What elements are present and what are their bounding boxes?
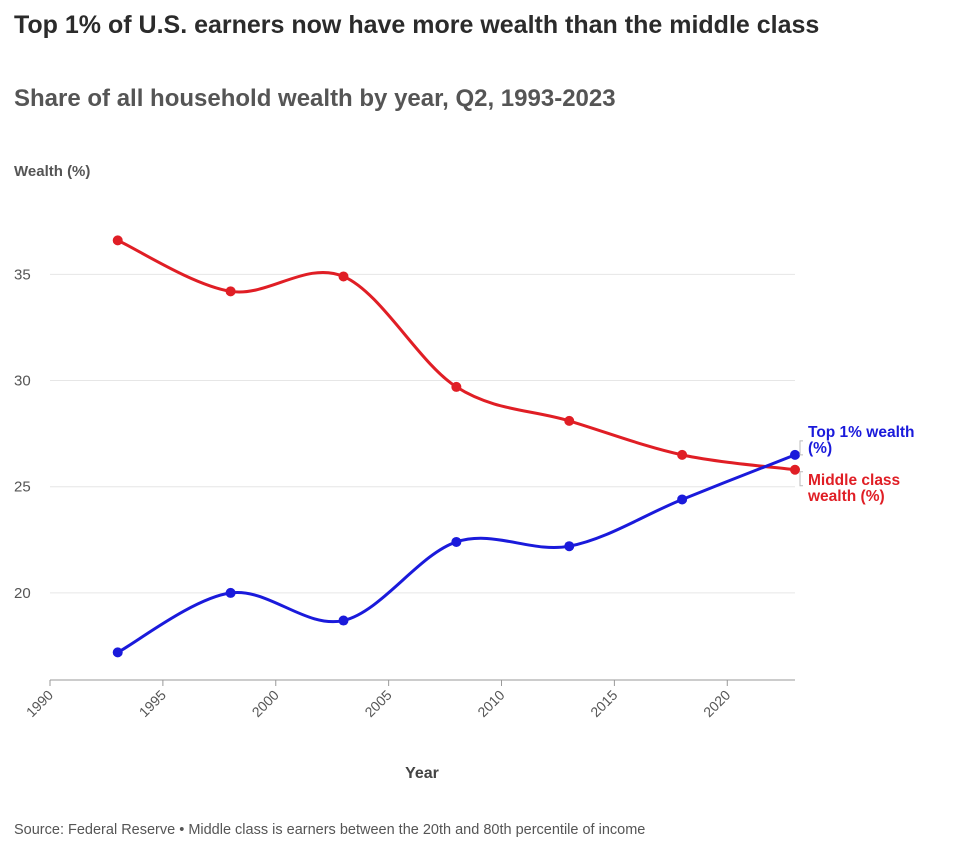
series-middle-class-point <box>677 449 688 460</box>
x-tick-label: 2020 <box>700 687 733 720</box>
y-tick-label: 20 <box>14 585 31 602</box>
series-middle-class-point <box>112 235 123 246</box>
y-tick-label: 35 <box>14 266 31 283</box>
series-middle-class-point <box>564 415 575 426</box>
x-axis-title: Year <box>405 765 439 782</box>
series-top-1-percent-point <box>790 449 800 460</box>
series-top-1-percent-line <box>116 453 797 654</box>
label-bracket-top <box>799 440 803 456</box>
series-top-1-percent-point <box>451 536 462 547</box>
series-top-1-percent-point <box>112 647 123 658</box>
series-middle-class-point <box>790 464 800 475</box>
label-bracket-middle <box>799 471 803 487</box>
x-tick-label: 2005 <box>361 687 394 720</box>
x-tick-label: 1990 <box>23 687 56 720</box>
chart-subtitle: Share of all household wealth by year, Q… <box>14 85 616 112</box>
series-middle-class-point <box>451 381 462 392</box>
series-middle-class-point <box>225 286 236 297</box>
series-top-1-percent-point <box>564 541 575 552</box>
series-top-1-percent-point <box>338 615 349 626</box>
x-tick-label: 2010 <box>474 687 507 720</box>
x-tick-label: 2015 <box>587 687 620 720</box>
y-tick-label: 25 <box>14 479 31 496</box>
y-tick-label: 30 <box>14 373 31 390</box>
series-top-1-percent-point <box>677 494 688 505</box>
series-middle-class-point <box>338 271 349 282</box>
series-label-middle-class: Middle class wealth (%) <box>807 472 900 505</box>
series-top-1-percent-point <box>225 587 236 598</box>
chart-title: Top 1% of U.S. earners now have more wea… <box>14 11 820 39</box>
y-axis-title: Wealth (%) <box>14 163 91 180</box>
source-note: Source: Federal Reserve • Middle class i… <box>14 822 646 838</box>
x-tick-label: 2000 <box>249 687 282 720</box>
x-tick-label: 1995 <box>136 687 169 720</box>
series-label-top-1-percent: Top 1% wealth (%) <box>808 424 915 457</box>
